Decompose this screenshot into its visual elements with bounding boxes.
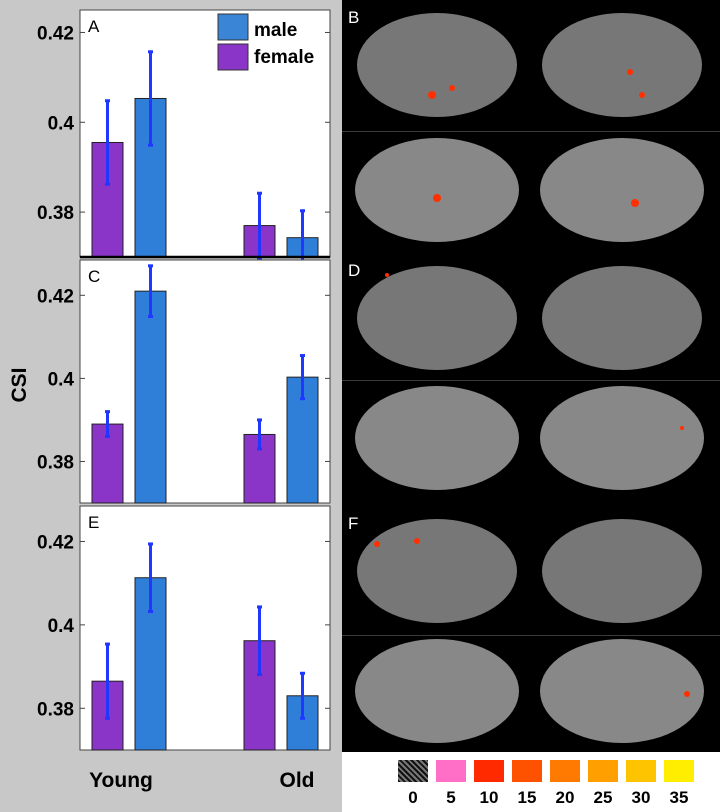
scale-label: 5 xyxy=(446,788,456,807)
panel-label: E xyxy=(88,513,99,532)
brain-medial-left xyxy=(355,138,519,242)
x-label-old: Old xyxy=(280,769,315,792)
panel-label-b: B xyxy=(348,8,360,27)
y-tick-label: 0.4 xyxy=(48,369,75,390)
legend-swatch-female xyxy=(217,43,249,71)
activation-spot xyxy=(374,541,380,547)
activation-spot xyxy=(428,91,436,99)
bar-male xyxy=(134,290,167,504)
brain-image-f xyxy=(355,519,704,743)
panel-label-f: F xyxy=(348,514,359,533)
activation-spot xyxy=(449,85,455,91)
y-tick-label: 0.38 xyxy=(37,699,74,720)
scale-label: 0 xyxy=(408,788,418,807)
activation-spot xyxy=(680,426,684,430)
scale-swatch xyxy=(398,760,428,782)
scale-label: 30 xyxy=(631,788,651,807)
divider xyxy=(342,380,720,381)
brain-lateral-left xyxy=(357,266,517,370)
legend-swatch-male xyxy=(217,13,249,41)
brain-lateral-left xyxy=(357,519,517,623)
scale-swatch xyxy=(512,760,542,782)
activation-spot xyxy=(627,69,633,75)
brain-lateral-right xyxy=(542,266,702,370)
activation-spot xyxy=(433,194,441,202)
x-label-young: Young xyxy=(89,769,153,792)
bar-charts: A 0.42 0.4 0.38 C 0.42 0.4 0.38 E 0.42 0.4 0.38 male… xyxy=(8,9,331,792)
y-tick-label: 0.42 xyxy=(37,286,74,307)
brain-medial-right xyxy=(540,386,704,490)
brain-lateral-right xyxy=(542,519,702,623)
scale-swatch xyxy=(664,760,694,782)
brain-medial-left xyxy=(355,639,519,743)
scale-label: 25 xyxy=(593,788,613,807)
scale-swatch xyxy=(474,760,504,782)
scale-label: 35 xyxy=(669,788,689,807)
scale-swatch xyxy=(588,760,618,782)
scale-swatch xyxy=(626,760,656,782)
y-tick-label: 0.38 xyxy=(37,203,74,224)
y-tick-label: 0.38 xyxy=(37,452,74,473)
scale-label: 10 xyxy=(479,788,499,807)
scale-label: 20 xyxy=(555,788,575,807)
legend-label-female: female xyxy=(254,47,314,68)
brain-panel-f: F xyxy=(342,506,720,752)
color-scale: 0 5 10 15 20 25 30 35 xyxy=(342,752,720,812)
activation-spot xyxy=(385,273,389,277)
panel-label-d: D xyxy=(348,261,361,280)
brain-panel-b: B xyxy=(342,0,720,250)
y-tick-label: 0.42 xyxy=(37,532,74,553)
activation-spot xyxy=(414,538,420,544)
y-tick-label: 0.42 xyxy=(37,23,74,44)
y-axis-label: CSI xyxy=(8,367,31,402)
y-tick-label: 0.4 xyxy=(48,113,75,134)
panel-label: C xyxy=(88,267,100,286)
brain-image-d xyxy=(355,266,704,490)
brain-medial-right xyxy=(540,639,704,743)
panel-label: A xyxy=(88,17,100,36)
divider xyxy=(342,635,720,636)
brain-lateral-left xyxy=(357,13,517,117)
scale-swatch xyxy=(550,760,580,782)
activation-spot xyxy=(631,199,639,207)
brain-panel-d: D xyxy=(342,253,720,503)
activation-spot xyxy=(684,691,690,697)
brain-image-b xyxy=(355,13,704,242)
brain-medial-right xyxy=(540,138,704,242)
brain-map-area: B D F xyxy=(342,0,720,752)
brain-lateral-right xyxy=(542,13,702,117)
legend-label-male: male xyxy=(254,20,297,41)
divider xyxy=(342,131,720,132)
bar-male xyxy=(286,376,319,504)
activation-spot xyxy=(639,92,645,98)
brain-medial-left xyxy=(355,386,519,490)
scale-swatch xyxy=(436,760,466,782)
scale-label: 15 xyxy=(517,788,537,807)
y-tick-label: 0.4 xyxy=(48,616,75,637)
